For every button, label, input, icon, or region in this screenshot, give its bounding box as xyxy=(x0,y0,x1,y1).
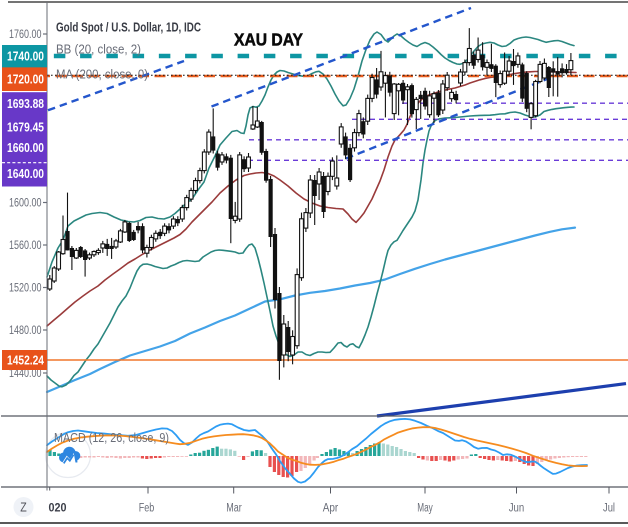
svg-text:MACD (12, 26, close, 9): MACD (12, 26, close, 9) xyxy=(54,431,169,445)
svg-text:Gold Spot / U.S. Dollar, 1D, I: Gold Spot / U.S. Dollar, 1D, IDC xyxy=(56,20,201,35)
svg-text:1600.00: 1600.00 xyxy=(9,196,42,210)
svg-text:Mar: Mar xyxy=(226,503,242,515)
svg-text:020: 020 xyxy=(49,503,67,515)
svg-text:1693.88: 1693.88 xyxy=(7,97,44,111)
svg-text:BB (20, close, 2): BB (20, close, 2) xyxy=(56,43,141,57)
svg-text:Z: Z xyxy=(20,501,27,515)
svg-text:Jun: Jun xyxy=(509,503,525,515)
svg-text:1560.00: 1560.00 xyxy=(9,238,42,252)
svg-text:Apr: Apr xyxy=(323,503,339,515)
svg-text:1760.00: 1760.00 xyxy=(9,27,42,41)
svg-text:XAU DAY: XAU DAY xyxy=(234,30,303,50)
svg-text:1679.45: 1679.45 xyxy=(7,121,44,135)
svg-text:Jul: Jul xyxy=(603,503,615,515)
svg-text:1720.00: 1720.00 xyxy=(7,72,44,86)
svg-text:1740.00: 1740.00 xyxy=(7,50,44,64)
svg-text:Feb: Feb xyxy=(139,503,155,515)
svg-text:MA (200, close, 0): MA (200, close, 0) xyxy=(56,68,148,82)
svg-text:1480.00: 1480.00 xyxy=(9,323,42,337)
svg-text:1520.00: 1520.00 xyxy=(9,281,42,295)
svg-text:1640.00: 1640.00 xyxy=(7,167,44,181)
svg-text:1452.24: 1452.24 xyxy=(7,353,44,367)
svg-text:1660.00: 1660.00 xyxy=(7,141,44,155)
svg-text:May: May xyxy=(417,503,433,515)
